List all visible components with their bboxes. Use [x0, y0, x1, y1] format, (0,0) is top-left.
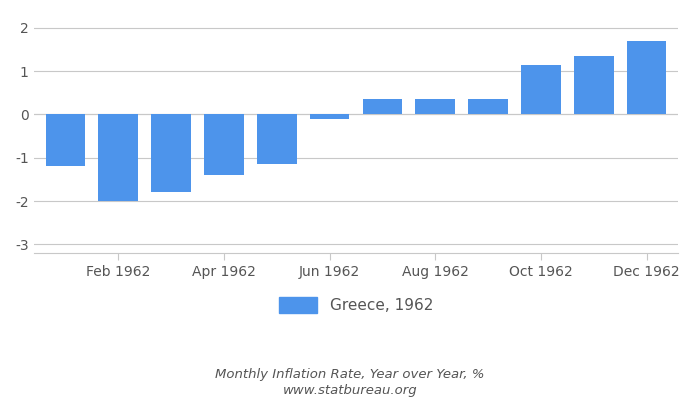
Bar [521, 64, 561, 114]
Legend: Greece, 1962: Greece, 1962 [273, 291, 439, 319]
Bar [468, 99, 508, 114]
Bar [46, 114, 85, 166]
Bar [99, 114, 138, 201]
Bar [151, 114, 191, 192]
Bar [309, 114, 349, 119]
Bar [574, 56, 614, 114]
Bar [415, 99, 455, 114]
Bar [204, 114, 244, 175]
Text: Monthly Inflation Rate, Year over Year, %: Monthly Inflation Rate, Year over Year, … [216, 368, 484, 381]
Text: www.statbureau.org: www.statbureau.org [283, 384, 417, 397]
Bar [257, 114, 297, 164]
Bar [626, 41, 666, 114]
Bar [363, 99, 402, 114]
